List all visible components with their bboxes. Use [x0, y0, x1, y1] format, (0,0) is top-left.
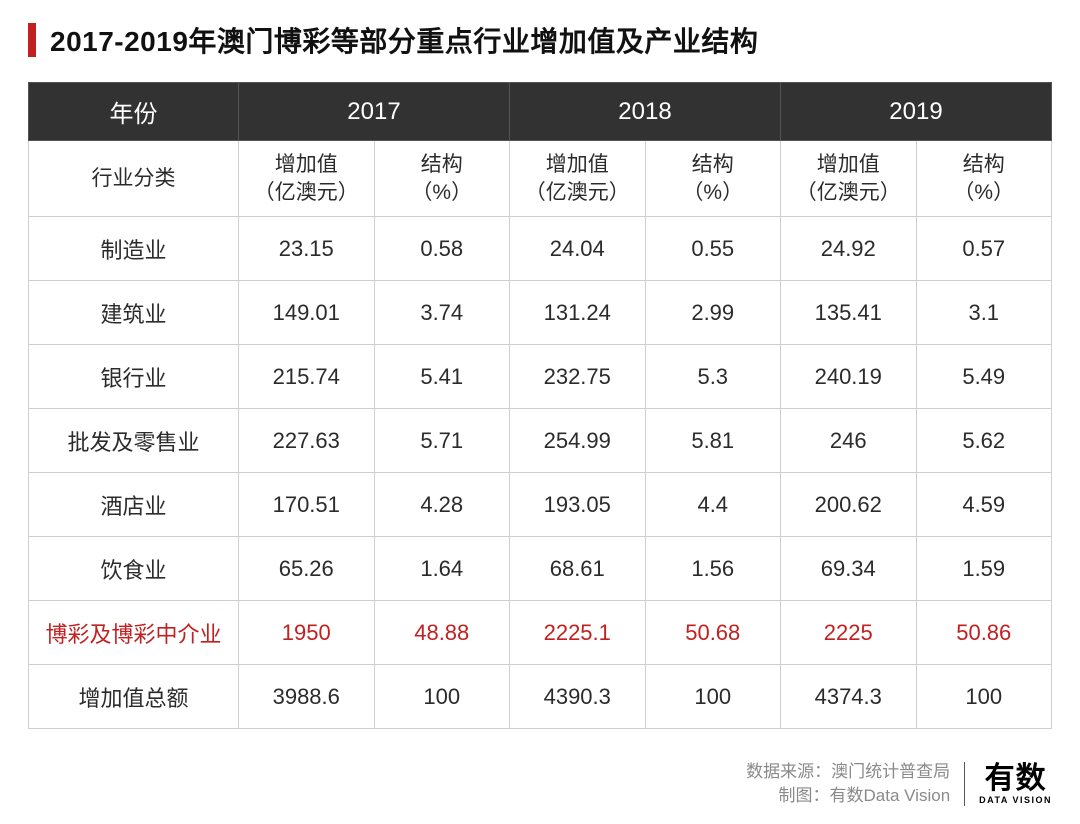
table-row: 酒店业170.514.28193.054.4200.624.59 [29, 473, 1052, 537]
cell-value: 65.26 [239, 537, 375, 601]
cell-value: 68.61 [510, 537, 646, 601]
cell-value: 3988.6 [239, 665, 375, 729]
cell-value: 0.55 [645, 217, 781, 281]
title-container: 2017-2019年澳门博彩等部分重点行业增加值及产业结构 [28, 20, 1052, 60]
cell-value: 100 [645, 665, 781, 729]
subheader-pct: 结构（%） [645, 141, 781, 217]
cell-value: 5.62 [916, 409, 1052, 473]
cell-value: 193.05 [510, 473, 646, 537]
footer: 数据来源：澳门统计普查局 制图：有数Data Vision 有数 DATA VI… [746, 760, 1052, 808]
cell-value: 1.56 [645, 537, 781, 601]
logo-en: DATA VISION [979, 796, 1052, 805]
cell-value: 50.86 [916, 601, 1052, 665]
cell-value: 0.58 [374, 217, 510, 281]
cell-value: 4374.3 [781, 665, 917, 729]
cell-value: 3.74 [374, 281, 510, 345]
cell-value: 149.01 [239, 281, 375, 345]
cell-value: 254.99 [510, 409, 646, 473]
cell-value: 135.41 [781, 281, 917, 345]
accent-bar [28, 23, 36, 57]
cell-value: 2225.1 [510, 601, 646, 665]
subheader-value: 增加值（亿澳元） [781, 141, 917, 217]
cell-value: 3.1 [916, 281, 1052, 345]
cell-value: 1.64 [374, 537, 510, 601]
cell-value: 100 [916, 665, 1052, 729]
row-label: 银行业 [29, 345, 239, 409]
cell-value: 5.71 [374, 409, 510, 473]
cell-value: 232.75 [510, 345, 646, 409]
table-row: 增加值总额3988.61004390.31004374.3100 [29, 665, 1052, 729]
cell-value: 5.49 [916, 345, 1052, 409]
page-title: 2017-2019年澳门博彩等部分重点行业增加值及产业结构 [50, 20, 758, 60]
industry-table: 年份 2017 2018 2019 行业分类 增加值（亿澳元） 结构（%） 增加… [28, 82, 1052, 729]
cell-value: 24.04 [510, 217, 646, 281]
cell-value: 5.41 [374, 345, 510, 409]
cell-value: 4.59 [916, 473, 1052, 537]
cell-value: 227.63 [239, 409, 375, 473]
cell-value: 246 [781, 409, 917, 473]
row-label: 饮食业 [29, 537, 239, 601]
subheader-value: 增加值（亿澳元） [239, 141, 375, 217]
logo-cn: 有数 [985, 764, 1047, 794]
cell-value: 0.57 [916, 217, 1052, 281]
cell-value: 5.3 [645, 345, 781, 409]
header-year: 2018 [510, 83, 781, 141]
table-row: 银行业215.745.41232.755.3240.195.49 [29, 345, 1052, 409]
cell-value: 48.88 [374, 601, 510, 665]
table-subheader-row: 行业分类 增加值（亿澳元） 结构（%） 增加值（亿澳元） 结构（%） 增加值（亿… [29, 141, 1052, 217]
cell-value: 24.92 [781, 217, 917, 281]
cell-value: 4.28 [374, 473, 510, 537]
cell-value: 23.15 [239, 217, 375, 281]
row-label: 酒店业 [29, 473, 239, 537]
subheader-value: 增加值（亿澳元） [510, 141, 646, 217]
cell-value: 100 [374, 665, 510, 729]
subheader-pct: 结构（%） [916, 141, 1052, 217]
header-year-label: 年份 [29, 83, 239, 141]
cell-value: 50.68 [645, 601, 781, 665]
footer-credits: 数据来源：澳门统计普查局 制图：有数Data Vision [746, 760, 950, 808]
cell-value: 69.34 [781, 537, 917, 601]
cell-value: 1950 [239, 601, 375, 665]
cell-value: 131.24 [510, 281, 646, 345]
table-header-row: 年份 2017 2018 2019 [29, 83, 1052, 141]
row-label: 批发及零售业 [29, 409, 239, 473]
cell-value: 200.62 [781, 473, 917, 537]
row-label: 博彩及博彩中介业 [29, 601, 239, 665]
header-year: 2019 [781, 83, 1052, 141]
cell-value: 2225 [781, 601, 917, 665]
table-row: 制造业23.150.5824.040.5524.920.57 [29, 217, 1052, 281]
cell-value: 240.19 [781, 345, 917, 409]
header-category-label: 行业分类 [29, 141, 239, 217]
cell-value: 2.99 [645, 281, 781, 345]
cell-value: 4.4 [645, 473, 781, 537]
logo: 有数 DATA VISION [979, 764, 1052, 805]
row-label: 增加值总额 [29, 665, 239, 729]
cell-value: 4390.3 [510, 665, 646, 729]
row-label: 建筑业 [29, 281, 239, 345]
table-row: 建筑业149.013.74131.242.99135.413.1 [29, 281, 1052, 345]
subheader-pct: 结构（%） [374, 141, 510, 217]
cell-value: 170.51 [239, 473, 375, 537]
header-year: 2017 [239, 83, 510, 141]
table-row: 博彩及博彩中介业195048.882225.150.68222550.86 [29, 601, 1052, 665]
table-row: 饮食业65.261.6468.611.5669.341.59 [29, 537, 1052, 601]
cell-value: 215.74 [239, 345, 375, 409]
table-row: 批发及零售业227.635.71254.995.812465.62 [29, 409, 1052, 473]
cell-value: 5.81 [645, 409, 781, 473]
footer-divider [964, 762, 965, 806]
row-label: 制造业 [29, 217, 239, 281]
cell-value: 1.59 [916, 537, 1052, 601]
